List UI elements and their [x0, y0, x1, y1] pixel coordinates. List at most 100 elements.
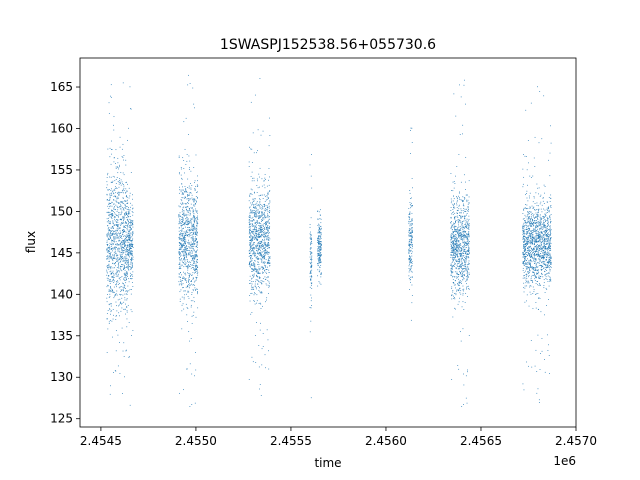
data-point — [195, 228, 197, 230]
data-point — [126, 258, 128, 260]
data-point — [121, 254, 123, 256]
data-point — [263, 184, 265, 186]
data-point — [109, 216, 111, 218]
data-point — [120, 245, 122, 247]
data-point — [183, 271, 184, 273]
data-point — [533, 254, 535, 256]
data-point — [123, 342, 125, 344]
data-point — [256, 185, 258, 186]
data-point — [462, 199, 464, 201]
data-point — [126, 251, 128, 253]
data-point — [126, 229, 128, 231]
data-point — [411, 206, 413, 208]
data-point — [111, 243, 113, 245]
data-point — [115, 166, 117, 168]
data-point — [458, 260, 460, 262]
data-point — [458, 240, 459, 242]
data-point — [410, 205, 412, 207]
data-point — [452, 260, 454, 262]
data-point — [129, 248, 130, 250]
data-point — [196, 246, 197, 248]
data-point — [106, 199, 108, 201]
data-point — [453, 231, 455, 232]
data-point — [128, 236, 130, 238]
data-point — [253, 200, 255, 202]
data-point — [258, 222, 260, 224]
data-point — [538, 251, 540, 253]
data-point — [540, 231, 542, 233]
data-point — [184, 197, 185, 199]
data-point — [458, 301, 460, 303]
data-point — [125, 349, 127, 351]
data-point — [190, 280, 192, 282]
data-point — [109, 230, 111, 232]
data-point — [455, 222, 456, 224]
data-point — [128, 230, 130, 232]
data-point — [178, 264, 180, 265]
data-point — [184, 186, 186, 187]
data-point — [542, 254, 544, 256]
data-point — [540, 256, 542, 257]
data-point — [526, 193, 528, 194]
data-point — [530, 102, 532, 104]
data-point — [127, 216, 129, 218]
data-point — [195, 279, 197, 281]
data-point — [109, 293, 111, 295]
data-point — [269, 257, 270, 259]
data-point — [261, 261, 263, 263]
data-point — [532, 235, 534, 237]
data-point — [257, 223, 259, 224]
data-point — [320, 232, 322, 234]
data-point — [317, 232, 319, 234]
data-point — [251, 194, 253, 195]
data-point — [195, 316, 197, 318]
data-point — [125, 231, 127, 233]
data-point — [251, 220, 253, 222]
data-point — [194, 220, 196, 221]
data-point — [114, 256, 115, 258]
data-point — [411, 223, 413, 224]
data-point — [464, 215, 466, 217]
data-point — [462, 268, 464, 269]
data-point — [254, 237, 255, 239]
data-point — [114, 273, 116, 275]
data-point — [126, 244, 128, 246]
data-point — [123, 229, 125, 230]
data-point — [318, 251, 320, 253]
data-point — [111, 182, 113, 183]
data-point — [268, 269, 270, 271]
data-point — [109, 254, 111, 256]
data-point — [125, 159, 127, 161]
data-point — [183, 240, 185, 242]
data-point — [195, 208, 197, 210]
data-point — [530, 238, 532, 239]
data-point — [526, 268, 528, 270]
data-point — [112, 211, 114, 213]
data-point — [311, 259, 313, 260]
data-point — [181, 304, 183, 306]
data-point — [537, 284, 538, 286]
data-point — [451, 268, 452, 269]
data-point — [122, 393, 123, 394]
data-point — [463, 290, 464, 292]
data-point — [464, 244, 465, 245]
data-point — [123, 273, 125, 275]
data-point — [458, 205, 460, 207]
data-point — [251, 270, 253, 272]
data-point — [538, 246, 540, 247]
data-point — [106, 269, 108, 271]
data-point — [456, 231, 457, 232]
data-point — [248, 200, 250, 202]
data-point — [265, 228, 267, 230]
data-point — [537, 225, 539, 227]
data-point — [192, 217, 194, 219]
data-point — [535, 302, 537, 303]
data-point — [260, 194, 262, 196]
data-point — [110, 311, 112, 313]
data-point — [179, 264, 181, 265]
data-point — [465, 226, 467, 227]
data-point — [124, 201, 126, 202]
data-point — [455, 175, 456, 177]
data-point — [189, 340, 190, 342]
data-point — [265, 254, 266, 256]
